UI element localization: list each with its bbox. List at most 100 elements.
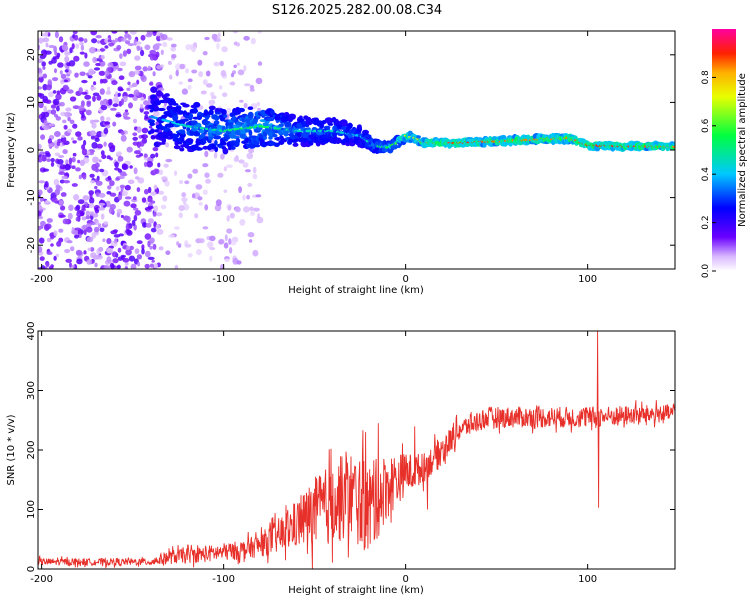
noise-cell: [100, 213, 105, 220]
noise-cell: [64, 248, 71, 254]
noise-cell: [197, 196, 203, 201]
noise-cell: [119, 184, 126, 189]
noise-cell: [238, 186, 243, 194]
noise-cell: [105, 116, 111, 121]
noise-cell: [140, 96, 145, 101]
noise-cell: [156, 31, 161, 37]
ridge-cell: [172, 114, 179, 122]
noise-cell: [208, 99, 215, 107]
noise-cell: [117, 67, 123, 72]
ridge-cell: [248, 129, 253, 137]
snr-y-tick-label: 300: [26, 381, 37, 400]
noise-cell: [62, 139, 67, 144]
noise-cell: [126, 87, 131, 92]
ridge-cell: [273, 130, 279, 134]
noise-cell: [155, 224, 160, 230]
noise-cell: [78, 105, 85, 111]
noise-cell: [94, 185, 98, 190]
noise-cell: [38, 58, 43, 64]
noise-cell: [126, 48, 132, 55]
snr-x-tick-label: 0: [402, 574, 408, 585]
noise-cell: [111, 145, 116, 149]
noise-cell: [173, 170, 178, 176]
noise-cell: [99, 48, 106, 52]
noise-cell: [62, 84, 69, 91]
ridge-cell: [172, 133, 180, 138]
noise-cell: [110, 107, 117, 111]
ridge-cell: [193, 101, 201, 108]
noise-cell: [223, 166, 227, 172]
noise-cell: [74, 227, 82, 231]
noise-cell: [81, 204, 85, 212]
noise-cell: [77, 199, 85, 205]
noise-cell: [150, 153, 156, 159]
noise-cell: [141, 134, 149, 140]
noise-cell: [136, 240, 143, 245]
noise-cell: [191, 69, 198, 74]
noise-cell: [78, 87, 83, 94]
noise-cell: [116, 45, 122, 50]
ridge-cell: [161, 114, 168, 119]
noise-cell: [91, 142, 98, 149]
noise-cell: [40, 134, 46, 140]
noise-cell: [141, 248, 145, 255]
ridge-cell: [153, 129, 160, 133]
noise-cell: [151, 259, 155, 263]
noise-cell: [98, 59, 103, 63]
noise-cell: [118, 75, 125, 80]
ridge-cell: [196, 115, 202, 121]
noise-cell: [58, 171, 66, 175]
noise-cell: [42, 83, 48, 91]
snr-x-tick-label: -200: [30, 574, 53, 585]
noise-cell: [124, 31, 129, 34]
noise-cell: [62, 119, 67, 124]
noise-cell: [133, 118, 137, 124]
noise-cell: [141, 197, 147, 203]
noise-cell: [142, 222, 147, 228]
noise-cell: [197, 59, 203, 66]
noise-cell: [63, 180, 71, 184]
noise-cell: [149, 263, 154, 268]
colorbar-tick-label: 0.2: [701, 215, 711, 229]
noise-cell: [43, 125, 50, 131]
noise-cell: [78, 233, 82, 239]
noise-cell: [156, 212, 163, 217]
noise-cell: [85, 215, 91, 220]
snr-x-ticks: -200 -100 0 100: [30, 331, 597, 585]
noise-cell: [165, 142, 170, 148]
noise-cell: [99, 88, 105, 95]
noise-cell: [256, 101, 261, 107]
noise-cell: [107, 185, 112, 190]
noise-cell: [174, 264, 179, 269]
noise-cell: [109, 180, 115, 187]
noise-cell: [75, 43, 80, 49]
noise-cell: [38, 226, 42, 231]
ridge-cell: [182, 103, 190, 108]
noise-cell: [144, 114, 149, 119]
noise-cell: [89, 130, 96, 137]
snr-y-ticks: 0 100 200 300 400: [26, 321, 675, 572]
noise-cell: [113, 229, 118, 233]
noise-cell: [46, 84, 52, 91]
colorbar-tick-label: 0.4: [701, 167, 711, 182]
noise-cell: [194, 213, 199, 219]
noise-cell: [79, 41, 84, 46]
snr-x-label: Height of straight line (km): [288, 585, 424, 596]
noise-cell: [136, 45, 141, 52]
snr-y-tick-label: 200: [26, 440, 37, 459]
ridge-cell: [208, 109, 214, 116]
noise-cell: [141, 127, 149, 134]
noise-cell: [185, 68, 189, 74]
noise-cell: [60, 192, 67, 197]
noise-cell: [51, 197, 58, 203]
noise-cell: [161, 176, 168, 181]
noise-cell: [207, 241, 214, 249]
noise-cell: [242, 194, 246, 201]
noise-cell: [38, 201, 41, 205]
noise-cell: [78, 174, 82, 180]
noise-cell: [53, 230, 58, 237]
noise-cell: [156, 228, 164, 235]
ridge-cell: [273, 142, 280, 147]
ridge-cell: [206, 114, 211, 118]
